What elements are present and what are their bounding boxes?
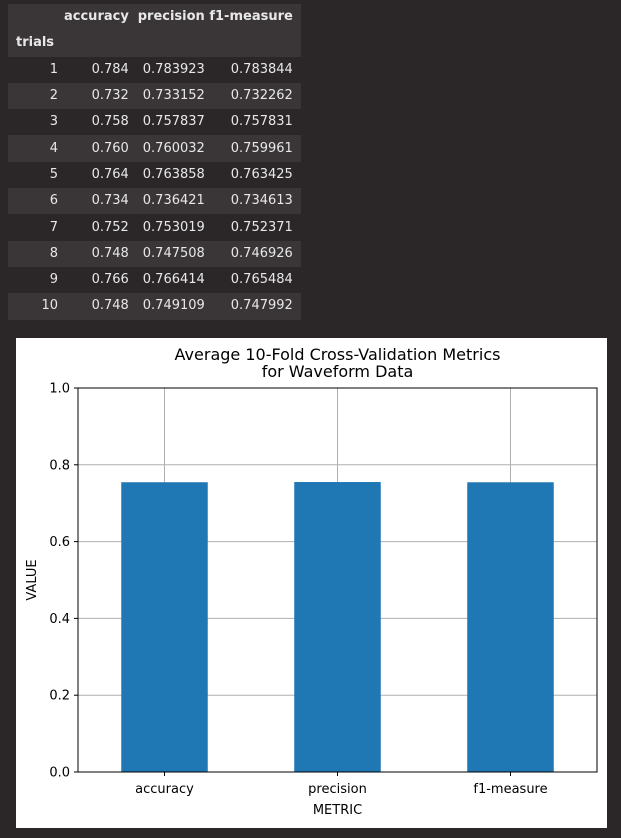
x-tick-label: accuracy xyxy=(135,782,194,797)
bar-precision xyxy=(294,482,381,772)
cell-f1-measure: 0.732262 xyxy=(208,82,301,110)
cell-precision: 0.760032 xyxy=(132,135,209,162)
table-row: 3 0.758 0.757837 0.757831 xyxy=(8,109,301,136)
cell-accuracy: 0.748 xyxy=(64,240,133,267)
cell-f1-measure: 0.746926 xyxy=(208,240,301,267)
row-index: 3 xyxy=(8,109,64,136)
cell-accuracy: 0.748 xyxy=(64,293,133,320)
cell-f1-measure: 0.765484 xyxy=(208,266,301,294)
cell-accuracy: 0.734 xyxy=(64,188,133,215)
cell-f1-measure: 0.747992 xyxy=(208,293,301,320)
row-index: 9 xyxy=(8,266,64,294)
cell-precision: 0.733152 xyxy=(132,82,209,110)
table-row: 9 0.766 0.766414 0.765484 xyxy=(8,266,301,294)
cell-precision: 0.736421 xyxy=(132,188,209,215)
y-tick-label: 0.6 xyxy=(49,535,70,550)
cell-f1-measure: 0.752371 xyxy=(208,214,301,241)
y-axis-label: VALUE xyxy=(25,559,40,600)
cell-f1-measure: 0.783844 xyxy=(208,56,301,83)
row-index: 6 xyxy=(8,188,64,215)
table-row: 6 0.734 0.736421 0.734613 xyxy=(8,188,301,215)
index-header-blank xyxy=(8,4,64,31)
index-row-blank xyxy=(132,30,209,57)
index-row-blank xyxy=(208,30,301,57)
y-tick-label: 0.8 xyxy=(49,458,70,473)
table-row: 1 0.784 0.783923 0.783844 xyxy=(8,56,301,83)
cell-precision: 0.757837 xyxy=(132,109,209,136)
dataframe-output: accuracy precision f1-measure trials 1 0.… xyxy=(8,4,301,320)
y-tick-label: 0.4 xyxy=(49,612,70,627)
cell-precision: 0.783923 xyxy=(132,56,209,83)
y-tick-label: 0.2 xyxy=(49,689,70,704)
row-index: 4 xyxy=(8,135,64,162)
table-row: 10 0.748 0.749109 0.747992 xyxy=(8,293,301,320)
table-row: 4 0.760 0.760032 0.759961 xyxy=(8,135,301,162)
column-header-precision: precision xyxy=(132,4,209,31)
table-row: 8 0.748 0.747508 0.746926 xyxy=(8,240,301,267)
metrics-table: accuracy precision f1-measure trials 1 0.… xyxy=(8,4,301,320)
x-tick-label: precision xyxy=(308,782,367,797)
bar-chart: Average 10-Fold Cross-Validation Metrics… xyxy=(16,338,607,828)
index-name-row: trials xyxy=(8,30,301,57)
cell-precision: 0.747508 xyxy=(132,240,209,267)
cell-accuracy: 0.766 xyxy=(64,266,133,294)
row-index: 8 xyxy=(8,240,64,267)
chart-title-line: for Waveform Data xyxy=(262,362,414,381)
cell-precision: 0.753019 xyxy=(132,214,209,241)
column-header-accuracy: accuracy xyxy=(64,4,133,31)
cell-accuracy: 0.752 xyxy=(64,214,133,241)
bar-f1-measure xyxy=(467,482,554,772)
chart-title-line: Average 10-Fold Cross-Validation Metrics xyxy=(175,345,501,364)
cell-accuracy: 0.764 xyxy=(64,161,133,189)
x-tick-label: f1-measure xyxy=(473,782,547,797)
x-axis-ticks: accuracy precision f1-measure xyxy=(135,772,548,797)
cell-accuracy: 0.760 xyxy=(64,135,133,162)
bar-chart-svg: Average 10-Fold Cross-Validation Metrics… xyxy=(25,345,598,818)
table-body: 1 0.784 0.783923 0.783844 2 0.732 0.733152 0.73… xyxy=(8,56,301,320)
table-row: 7 0.752 0.753019 0.752371 xyxy=(8,214,301,241)
cell-f1-measure: 0.757831 xyxy=(208,109,301,136)
y-tick-label: 0.0 xyxy=(49,766,70,781)
index-row-blank xyxy=(64,30,133,57)
bar-accuracy xyxy=(121,482,208,772)
row-index: 5 xyxy=(8,161,64,189)
bars xyxy=(121,482,554,772)
cell-accuracy: 0.732 xyxy=(64,82,133,110)
cell-accuracy: 0.758 xyxy=(64,109,133,136)
table-header-row: accuracy precision f1-measure xyxy=(8,4,301,31)
cell-precision: 0.749109 xyxy=(132,293,209,320)
row-index: 7 xyxy=(8,214,64,241)
chart-title: Average 10-Fold Cross-Validation Metrics… xyxy=(175,345,501,381)
cell-precision: 0.766414 xyxy=(132,266,209,294)
column-header-f1-measure: f1-measure xyxy=(208,4,301,31)
row-index: 10 xyxy=(8,293,64,320)
cell-precision: 0.763858 xyxy=(132,161,209,189)
row-index: 1 xyxy=(8,56,64,83)
cell-f1-measure: 0.763425 xyxy=(208,161,301,189)
cell-f1-measure: 0.759961 xyxy=(208,135,301,162)
row-index: 2 xyxy=(8,82,64,110)
table-row: 2 0.732 0.733152 0.732262 xyxy=(8,82,301,110)
cell-f1-measure: 0.734613 xyxy=(208,188,301,215)
y-axis-ticks: 0.0 0.2 0.4 0.6 0.8 1.0 xyxy=(49,382,78,781)
table-row: 5 0.764 0.763858 0.763425 xyxy=(8,161,301,189)
x-axis-label: METRIC xyxy=(313,803,362,818)
index-name-label: trials xyxy=(8,30,64,57)
y-tick-label: 1.0 xyxy=(49,382,70,397)
cell-accuracy: 0.784 xyxy=(64,56,133,83)
